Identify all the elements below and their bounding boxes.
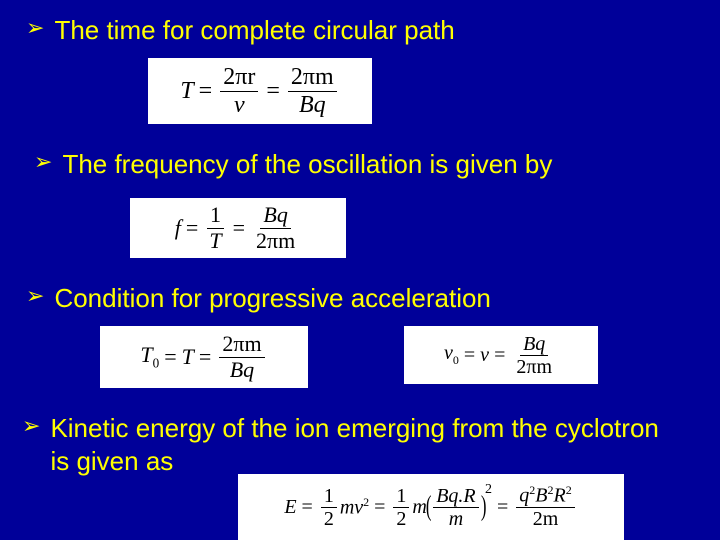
f4-t2-m: m (412, 496, 426, 519)
f3a-rhs-den: Bq (227, 358, 257, 382)
f4-t3-frac: q2B2R2 2m (516, 484, 574, 530)
bullet-glyph: ➢ (34, 148, 52, 177)
f3b-rhs-num: Bq (520, 333, 548, 356)
eq-sign: = (199, 78, 213, 105)
bullet-kinetic: ➢ Kinetic energy of the ion emerging fro… (22, 412, 662, 477)
formula-condition-period: T0 = T = 2πm Bq (100, 326, 308, 388)
f4-t2-num: 1 (393, 485, 409, 508)
f1-mid-num: 2πr (220, 64, 258, 91)
formula-kinetic: E = 1 2 mv2 = 1 2 m ( Bq.R m ) 2 = q2B2R… (238, 474, 624, 540)
bullet-kinetic-text: Kinetic energy of the ion emerging from … (50, 412, 662, 477)
f1-rhs-num: 2πm (288, 64, 337, 91)
bullet-glyph: ➢ (26, 282, 44, 311)
f2-mid-num: 1 (207, 203, 224, 228)
f4-lhs: E (284, 496, 296, 519)
f1-mid-den: v (231, 92, 248, 118)
bullet-time: ➢ The time for complete circular path (26, 14, 666, 47)
f2-frac2: Bq 2πm (253, 203, 298, 252)
formula-condition-freq: v0 = v = Bq 2πm (404, 326, 598, 384)
bullet-frequency-text: The frequency of the oscillation is give… (62, 148, 552, 181)
eq-sign: = (186, 215, 198, 241)
eq-sign: = (302, 496, 313, 519)
eq-sign: = (374, 496, 385, 519)
f3a-rhs-num: 2πm (219, 332, 264, 357)
f4-t3-den: 2m (530, 508, 562, 530)
f2-mid-den: T (206, 229, 224, 253)
f3b-rhs-den: 2πm (513, 356, 555, 378)
f4-t2-inner: Bq.R m (433, 485, 478, 530)
eq-sign: = (199, 344, 211, 370)
f3a-mid: T (182, 344, 194, 370)
bullet-glyph: ➢ (22, 412, 40, 441)
f3b-lhs: v0 (444, 342, 459, 368)
f3b-frac: Bq 2πm (513, 333, 555, 378)
f4-t2-inner-num: Bq.R (433, 485, 478, 508)
f3b-mid: v (480, 344, 489, 367)
f4-t2-inner-den: m (446, 508, 466, 530)
f2-frac1: 1 T (206, 203, 224, 252)
f4-t1-den: 2 (321, 508, 337, 530)
f2-rhs-den: 2πm (253, 229, 298, 253)
f3a-frac: 2πm Bq (219, 332, 264, 381)
bullet-glyph: ➢ (26, 14, 44, 43)
f1-frac2: 2πm Bq (288, 64, 337, 118)
f4-t1-num: 1 (321, 485, 337, 508)
lparen-icon: ( (426, 491, 432, 523)
f1-rhs-den: Bq (296, 92, 329, 118)
bullet-condition-text: Condition for progressive acceleration (54, 282, 490, 315)
formula-frequency: f = 1 T = Bq 2πm (130, 198, 346, 258)
f4-t2-den: 2 (393, 508, 409, 530)
bullet-condition: ➢ Condition for progressive acceleration (26, 282, 666, 315)
slide: ➢ The time for complete circular path T … (0, 0, 720, 540)
eq-sign: = (494, 344, 505, 367)
f4-t1-tail: mv2 (340, 495, 369, 520)
formula-period: T = 2πr v = 2πm Bq (148, 58, 372, 124)
bullet-time-text: The time for complete circular path (54, 14, 454, 47)
eq-sign: = (164, 344, 176, 370)
f4-t1-frac: 1 2 (321, 485, 337, 530)
rparen-icon: ) (481, 491, 487, 523)
f2-lhs: f (175, 215, 181, 241)
f1-frac1: 2πr v (220, 64, 258, 118)
bullet-frequency: ➢ The frequency of the oscillation is gi… (34, 148, 674, 181)
eq-sign: = (464, 344, 475, 367)
f3a-lhs: T0 (140, 342, 159, 371)
eq-sign: = (233, 215, 245, 241)
eq-sign: = (497, 496, 508, 519)
f2-rhs-num: Bq (260, 203, 290, 228)
f1-lhs: T (180, 78, 193, 105)
eq-sign: = (266, 78, 280, 105)
f4-t2-frac: 1 2 (393, 485, 409, 530)
f4-t3-num: q2B2R2 (516, 484, 574, 508)
